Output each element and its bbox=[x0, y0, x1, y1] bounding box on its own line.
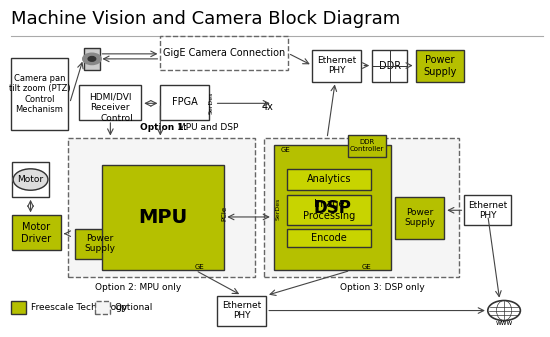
Text: DDR: DDR bbox=[379, 61, 401, 71]
Text: PCIe: PCIe bbox=[222, 206, 227, 221]
FancyBboxPatch shape bbox=[11, 58, 68, 130]
Text: HDMI/DVI
Receiver: HDMI/DVI Receiver bbox=[89, 93, 131, 112]
FancyBboxPatch shape bbox=[79, 85, 141, 120]
FancyBboxPatch shape bbox=[287, 195, 371, 225]
Text: Optional: Optional bbox=[115, 303, 153, 312]
Text: Analytics: Analytics bbox=[307, 174, 351, 184]
FancyBboxPatch shape bbox=[287, 229, 371, 247]
FancyBboxPatch shape bbox=[274, 145, 391, 270]
FancyBboxPatch shape bbox=[102, 165, 224, 270]
FancyBboxPatch shape bbox=[287, 168, 371, 190]
FancyBboxPatch shape bbox=[84, 48, 100, 70]
Circle shape bbox=[82, 53, 101, 65]
FancyBboxPatch shape bbox=[161, 85, 209, 120]
Text: Power
Supply: Power Supply bbox=[404, 208, 436, 227]
Text: DSP: DSP bbox=[314, 199, 351, 217]
Text: GigE Camera Connection: GigE Camera Connection bbox=[163, 48, 285, 58]
FancyBboxPatch shape bbox=[416, 50, 464, 82]
Text: Motor
Driver: Motor Driver bbox=[21, 222, 52, 244]
Text: Motor: Motor bbox=[18, 175, 43, 184]
FancyBboxPatch shape bbox=[75, 229, 124, 259]
Text: www: www bbox=[496, 320, 513, 326]
Text: Control: Control bbox=[101, 114, 133, 123]
Text: Encode: Encode bbox=[311, 233, 347, 243]
Text: Option 1:: Option 1: bbox=[140, 123, 188, 132]
FancyBboxPatch shape bbox=[161, 36, 288, 70]
FancyBboxPatch shape bbox=[312, 50, 361, 82]
Text: SerDes: SerDes bbox=[208, 91, 213, 114]
Circle shape bbox=[13, 169, 48, 190]
FancyBboxPatch shape bbox=[217, 296, 266, 326]
Text: Power
Supply: Power Supply bbox=[424, 55, 456, 76]
FancyBboxPatch shape bbox=[348, 135, 386, 157]
Text: SerDes: SerDes bbox=[276, 197, 280, 220]
FancyBboxPatch shape bbox=[395, 197, 444, 239]
Text: GE: GE bbox=[195, 264, 205, 270]
Text: Camera pan
tilt zoom (PTZ)
Control
Mechanism: Camera pan tilt zoom (PTZ) Control Mecha… bbox=[9, 74, 70, 114]
Text: Ethernet
PHY: Ethernet PHY bbox=[317, 56, 356, 75]
Text: 4x: 4x bbox=[262, 102, 274, 112]
FancyBboxPatch shape bbox=[263, 139, 459, 277]
Text: GE: GE bbox=[280, 147, 290, 153]
Text: Power
Supply: Power Supply bbox=[84, 234, 115, 253]
Text: MPU: MPU bbox=[139, 208, 188, 227]
FancyBboxPatch shape bbox=[11, 301, 26, 314]
Text: Image
Processing: Image Processing bbox=[303, 200, 355, 221]
Text: Ethernet
PHY: Ethernet PHY bbox=[468, 201, 507, 220]
Text: Freescale Technology: Freescale Technology bbox=[31, 303, 127, 312]
Text: DDR
Controller: DDR Controller bbox=[349, 140, 384, 152]
FancyBboxPatch shape bbox=[464, 195, 510, 225]
FancyBboxPatch shape bbox=[12, 215, 61, 250]
FancyBboxPatch shape bbox=[372, 50, 408, 82]
Text: Option 2: MPU only: Option 2: MPU only bbox=[95, 283, 182, 292]
Text: GE: GE bbox=[362, 264, 372, 270]
Text: Option 3: DSP only: Option 3: DSP only bbox=[339, 283, 424, 292]
FancyBboxPatch shape bbox=[12, 162, 49, 197]
FancyBboxPatch shape bbox=[95, 301, 111, 314]
Text: Ethernet
PHY: Ethernet PHY bbox=[222, 301, 261, 320]
FancyBboxPatch shape bbox=[68, 139, 255, 277]
Text: MPU and DSP: MPU and DSP bbox=[178, 123, 239, 132]
Text: Machine Vision and Camera Block Diagram: Machine Vision and Camera Block Diagram bbox=[11, 10, 400, 28]
Circle shape bbox=[88, 57, 96, 61]
Text: FPGA: FPGA bbox=[172, 97, 197, 108]
